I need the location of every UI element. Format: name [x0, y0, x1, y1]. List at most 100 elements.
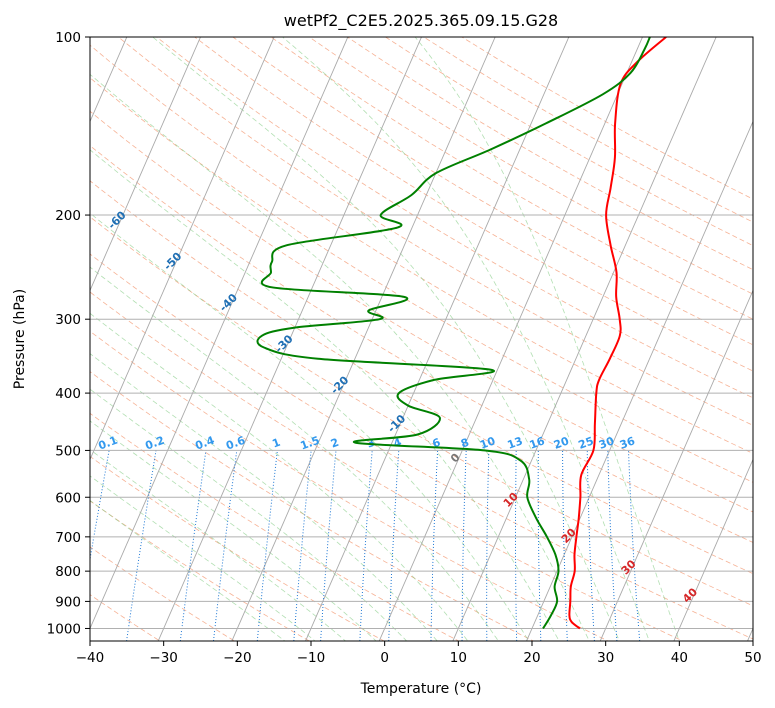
mixing-ratio-label: 20 — [552, 434, 571, 452]
isotherm-line — [526, 120, 753, 641]
mixing-ratio-line — [461, 450, 467, 641]
mixing-ratio-label: 1.5 — [299, 434, 322, 453]
isotherm-line — [90, 37, 349, 630]
mixing-ratio-label: 0.4 — [193, 434, 216, 453]
dry-adiabat — [90, 110, 753, 513]
mixing-ratio-label: 0.1 — [97, 434, 120, 453]
mixing-ratio-line — [486, 450, 490, 641]
dry-adiabat — [90, 500, 311, 641]
moist-adiabat — [90, 353, 438, 641]
x-axis-label: Temperature (°C) — [360, 681, 482, 697]
dry-adiabat — [90, 371, 535, 641]
mixing-ratio-label: 2 — [329, 436, 341, 451]
isotherm-line — [378, 37, 643, 641]
dry-adiabat — [90, 412, 460, 641]
moist-adiabat — [90, 212, 530, 641]
profile-lines — [256, 37, 667, 630]
isotherm-line — [231, 37, 496, 641]
moist-adiabat — [90, 475, 316, 641]
mixing-ratio-label: 30 — [597, 434, 616, 452]
mixing-ratio-line — [515, 450, 518, 641]
mixing-ratio-line — [126, 450, 157, 641]
mixing-ratio-label: 13 — [506, 434, 525, 451]
moist-adiabat — [90, 499, 286, 641]
pressure-gridlines — [90, 37, 753, 629]
isotherm-line — [0, 10, 65, 653]
dry-adiabat — [270, 37, 753, 320]
x-tick-label: 40 — [671, 650, 688, 666]
mixing-ratio-line — [212, 450, 238, 641]
y-tick-label: 200 — [55, 208, 81, 224]
mixing-ratio-line — [586, 450, 595, 641]
moist-adiabat — [152, 37, 620, 641]
y-tick-label: 800 — [55, 564, 81, 580]
mixing-ratio-label: 16 — [528, 434, 547, 452]
y-tick-label: 700 — [55, 530, 81, 546]
dry-adiabat — [90, 180, 753, 575]
isotherm-line — [90, 37, 128, 123]
x-tick-label: 20 — [523, 650, 540, 666]
dry-adiabat — [90, 546, 236, 641]
chart-title: wetPf2_C2E5.2025.365.09.15.G28 — [284, 11, 558, 31]
moist-adiabat — [90, 420, 377, 641]
isotherm-label: -80 — [0, 126, 18, 149]
dry-adiabat — [155, 37, 753, 399]
moist-adiabat — [90, 449, 347, 641]
isotherm-line — [747, 627, 753, 641]
mixing-ratio-line — [256, 450, 278, 641]
dry-adiabat — [90, 330, 609, 641]
y-axis-label: Pressure (hPa) — [12, 289, 28, 389]
mixing-ratio-line — [607, 450, 618, 641]
moist-adiabat — [90, 149, 560, 641]
y-tick-label: 500 — [55, 443, 81, 459]
dry-adiabat — [194, 37, 753, 372]
dry-adiabat — [308, 37, 753, 295]
isotherm-label: -70 — [50, 167, 73, 190]
y-tick-label: 100 — [55, 30, 81, 46]
isotherm-label: -60 — [105, 208, 128, 231]
dry-adiabat — [232, 37, 753, 346]
isotherm-line — [305, 37, 570, 641]
y-tick-label: 600 — [55, 490, 81, 506]
x-axis: −40 −30 −20 −10 0 10 20 30 40 50 — [76, 641, 762, 666]
isotherm-line — [452, 37, 717, 641]
y-axis: 100 200 300 400 500 600 700 800 900 1000 — [47, 30, 90, 637]
dry-adiabat — [90, 77, 753, 483]
plot-frame — [89, 36, 754, 642]
y-tick-label: 900 — [55, 594, 81, 610]
isotherm-label: -10 — [385, 412, 408, 435]
mixing-ratio-label: 0.6 — [224, 434, 247, 453]
isotherm-label: 0 — [448, 450, 463, 465]
mixing-ratio-line — [179, 450, 207, 641]
background-lines — [0, 10, 753, 653]
mixing-ratio-line — [537, 450, 542, 641]
isotherm-line — [90, 37, 275, 461]
moist-adiabat — [90, 266, 499, 641]
x-tick-label: −40 — [76, 650, 105, 666]
mixing-ratio-label: 6 — [431, 436, 443, 451]
mixing-ratio-label: 1 — [270, 436, 282, 451]
isotherm-label: -50 — [161, 250, 184, 273]
isotherm-label: -40 — [217, 291, 240, 314]
dry-adiabat — [90, 145, 753, 543]
isotherm-label: 10 — [501, 490, 521, 510]
x-tick-label: −30 — [149, 650, 178, 666]
moist-adiabat — [90, 388, 408, 641]
x-tick-label: −10 — [297, 650, 326, 666]
mixing-ratio-label: 25 — [577, 434, 596, 451]
mixing-ratio-line — [320, 450, 337, 641]
moist-adiabat — [282, 37, 650, 641]
x-tick-label: 0 — [380, 650, 389, 666]
x-tick-label: 10 — [450, 650, 467, 666]
dry-adiabat — [90, 291, 684, 641]
mixing-ratio-label: 8 — [459, 436, 471, 451]
mixing-ratio-line — [388, 450, 400, 641]
x-tick-label: 30 — [597, 650, 614, 666]
dry-adiabat — [90, 253, 753, 640]
isotherm-line — [90, 37, 201, 292]
isotherm-line — [599, 289, 753, 641]
temperature-line — [568, 37, 667, 630]
y-tick-label: 400 — [55, 386, 81, 402]
dry-adiabat — [90, 44, 753, 454]
isotherm-line — [673, 458, 753, 641]
